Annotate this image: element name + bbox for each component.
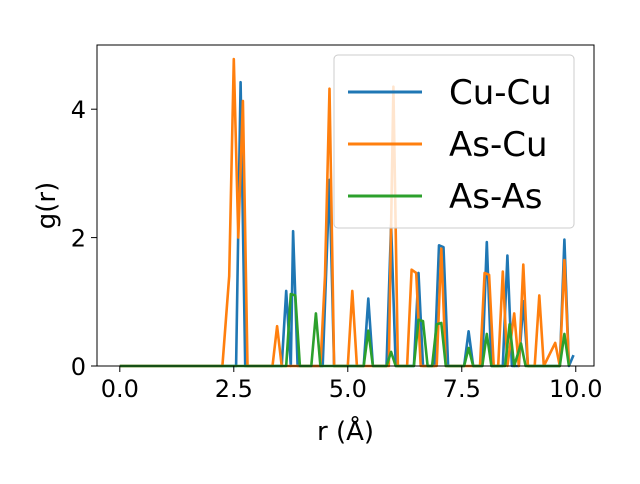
x-tick-label: 10.0 [549,375,602,403]
x-tick-label: 0.0 [101,375,139,403]
x-tick-label: 7.5 [443,375,481,403]
y-tick-label: 2 [71,225,86,253]
legend-label: Cu-Cu [449,73,552,113]
legend: Cu-Cu As-Cu As-As [333,54,575,229]
series-line-as-cu [119,57,571,368]
x-tick-label: 5.0 [329,375,367,403]
x-axis-ticks: 0.0 2.5 5.0 7.5 10.0 [101,366,602,403]
legend-box [333,54,575,229]
legend-label: As-Cu [449,125,548,165]
y-tick-label: 0 [71,353,86,381]
x-axis-label: r (Å) [317,415,374,447]
y-tick-label: 4 [71,96,86,124]
plot-frame [96,44,595,367]
x-tick-label: 2.5 [215,375,253,403]
legend-label: As-As [449,177,542,217]
y-axis-label: g(r) [32,182,62,229]
y-axis-ticks: 0 2 4 [71,96,97,381]
